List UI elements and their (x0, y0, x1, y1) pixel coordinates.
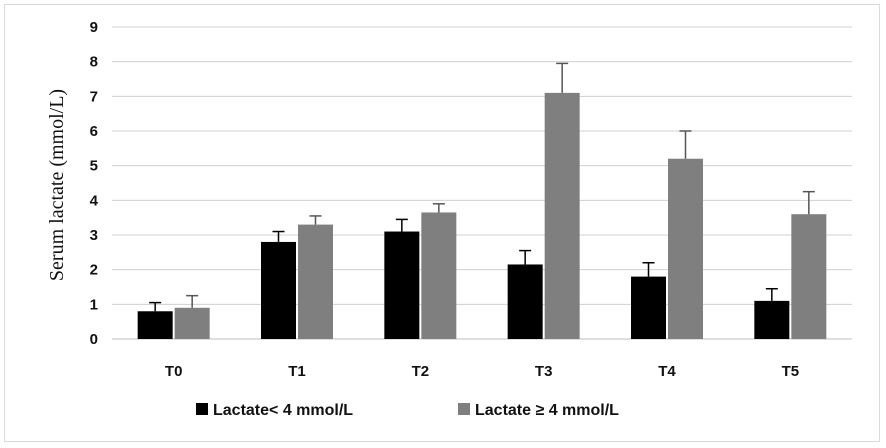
error-bar-T4-series-1 (642, 261, 655, 277)
bar-T3-series-1 (507, 264, 543, 339)
x-tick-label: T2 (412, 363, 430, 380)
y-tick-label: 7 (90, 88, 98, 105)
x-tick-label: T3 (535, 363, 553, 380)
y-tick-label: 4 (90, 192, 99, 209)
bar-T1-series-2 (298, 224, 333, 339)
legend: Lactate< 4 mmol/L Lactate ≥ 4 mmol/L (196, 402, 619, 419)
bar-T0-series-2 (174, 307, 210, 339)
y-tick-label: 8 (90, 54, 98, 71)
y-tick-label: 0 (90, 331, 98, 348)
y-tick-label: 6 (90, 123, 98, 140)
bar-T2-series-2 (421, 212, 457, 339)
legend-label: Lactate ≥ 4 mmol/L (475, 402, 619, 419)
x-tick-label: T4 (658, 363, 676, 380)
y-axis-ticks: 0 1 2 3 4 5 6 7 8 9 (90, 19, 99, 348)
error-bar-T2-series-2 (432, 203, 445, 213)
y-tick-label: 5 (90, 158, 98, 175)
legend-item-series-1: Lactate< 4 mmol/L (196, 402, 353, 419)
y-tick-label: 9 (90, 19, 98, 36)
y-tick-label: 2 (90, 262, 98, 279)
error-bar-T4-series-2 (679, 130, 692, 159)
y-tick-label: 3 (90, 227, 98, 244)
gridlines (112, 26, 852, 340)
bars (137, 92, 827, 339)
bar-T4-series-1 (631, 276, 666, 339)
y-tick-label: 1 (90, 296, 98, 313)
bar-T2-series-1 (384, 231, 420, 339)
error-bar-T3-series-1 (519, 249, 532, 265)
bar-T4-series-2 (668, 158, 703, 339)
bar-T3-series-2 (544, 92, 580, 339)
error-bar-T5-series-2 (802, 190, 815, 215)
bar-T1-series-1 (261, 241, 296, 339)
error-bar-T3-series-2 (556, 62, 569, 93)
bar-T5-series-1 (754, 300, 790, 339)
error-bar-T5-series-1 (765, 287, 778, 301)
legend-swatch (196, 403, 208, 415)
error-bar-T1-series-2 (309, 215, 322, 225)
legend-swatch (458, 403, 470, 415)
bar-T0-series-1 (137, 311, 173, 339)
error-bar-T1-series-1 (272, 230, 285, 242)
error-bar-T0-series-1 (149, 301, 162, 312)
bar-T5-series-2 (791, 214, 827, 339)
x-tick-label: T1 (288, 363, 306, 380)
error-bar-T2-series-1 (395, 218, 408, 232)
x-axis-ticks: T0 T1 T2 T3 T4 T5 (165, 363, 799, 380)
x-tick-label: T0 (165, 363, 183, 380)
error-bar-T0-series-2 (186, 294, 199, 308)
y-axis-label: Serum lactate (mmol/L) (46, 89, 68, 281)
legend-label: Lactate< 4 mmol/L (213, 402, 353, 419)
legend-item-series-2: Lactate ≥ 4 mmol/L (458, 402, 619, 419)
x-tick-label: T5 (782, 363, 800, 380)
error-bars (149, 62, 815, 312)
